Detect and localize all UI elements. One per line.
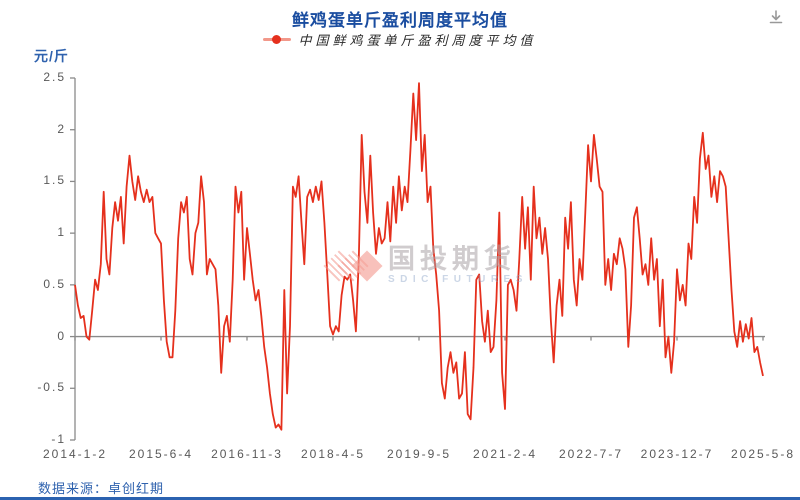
bottom-divider — [0, 497, 800, 500]
y-tick-label: -0.5 — [37, 380, 66, 395]
y-tick-label: 0.5 — [43, 276, 66, 291]
data-source: 数据来源：卓创红期 — [38, 481, 165, 496]
y-tick-label: 2 — [57, 121, 66, 136]
x-tick-label: 2015-6-4 — [128, 447, 194, 461]
x-tick-label: 2018-4-5 — [300, 447, 366, 461]
download-icon[interactable] — [766, 8, 786, 28]
legend-label: 中国鲜鸡蛋单斤盈利周度平均值 — [298, 33, 537, 48]
y-axis-unit: 元/斤 — [34, 48, 69, 64]
y-tick-label: -1 — [51, 432, 66, 446]
profit-line-series — [74, 82, 764, 431]
x-tick-label: 2025-5-8 — [730, 447, 796, 461]
y-tick-label: 0 — [57, 328, 66, 343]
page-title: 鲜鸡蛋单斤盈利周度平均值 — [292, 11, 508, 30]
x-tick-label: 2016-11-3 — [211, 447, 283, 461]
legend-line-dot-marker — [263, 35, 292, 44]
x-tick-label: 2014-1-2 — [42, 447, 108, 461]
y-tick-label: 1 — [57, 225, 66, 240]
x-tick-label: 2022-7-7 — [558, 447, 624, 461]
y-tick-label: 2.5 — [43, 70, 66, 84]
x-tick-label: 2019-9-5 — [386, 447, 452, 461]
legend-item[interactable]: 中国鲜鸡蛋单斤盈利周度平均值 — [0, 30, 800, 49]
x-tick-label: 2023-12-7 — [640, 447, 714, 461]
y-tick-label: 1.5 — [43, 173, 66, 188]
axis-lines — [70, 77, 765, 441]
x-tick-label: 2021-2-4 — [472, 447, 538, 461]
